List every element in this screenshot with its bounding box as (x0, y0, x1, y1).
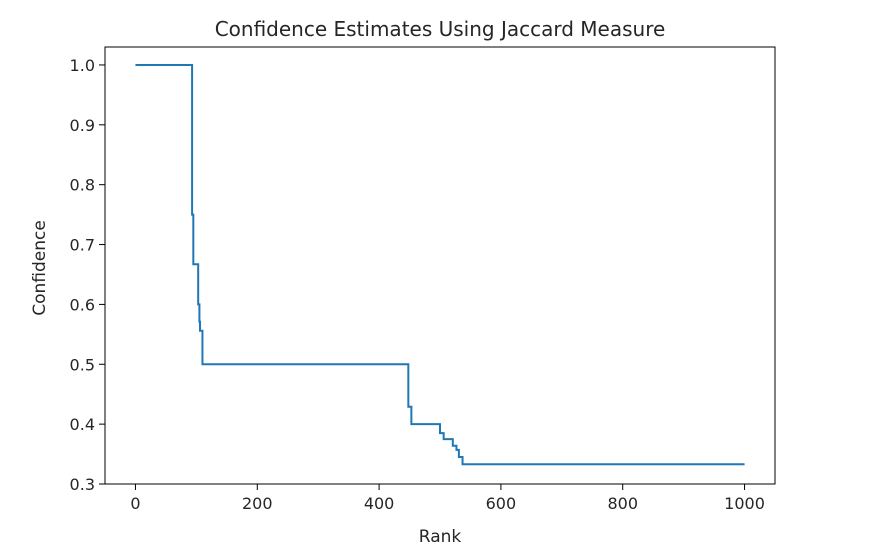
y-axis-ticks: 0.3 0.4 0.5 0.6 0.7 0.8 0.9 1.0 (70, 56, 105, 494)
x-tick-label: 600 (486, 494, 517, 513)
y-tick-label: 0.6 (70, 295, 95, 314)
y-axis-label: Confidence (30, 220, 50, 316)
x-tick-label: 800 (607, 494, 638, 513)
y-tick-label: 0.5 (70, 355, 95, 374)
x-tick-label: 1000 (724, 494, 765, 513)
chart-title: Confidence Estimates Using Jaccard Measu… (215, 17, 666, 41)
y-tick-label: 0.7 (70, 236, 95, 255)
y-tick-label: 0.9 (70, 116, 95, 135)
y-tick-label: 0.4 (70, 415, 95, 434)
y-tick-label: 1.0 (70, 56, 95, 75)
series-line-confidence (135, 63, 745, 466)
x-axis-ticks: 0 200 400 600 800 1000 (130, 484, 765, 513)
x-tick-label: 400 (364, 494, 395, 513)
x-tick-label: 200 (242, 494, 273, 513)
y-tick-label: 0.8 (70, 176, 95, 195)
y-tick-label: 0.3 (70, 475, 95, 494)
plot-frame (104, 46, 776, 485)
x-tick-label: 0 (130, 494, 140, 513)
x-axis-label: Rank (419, 527, 462, 547)
